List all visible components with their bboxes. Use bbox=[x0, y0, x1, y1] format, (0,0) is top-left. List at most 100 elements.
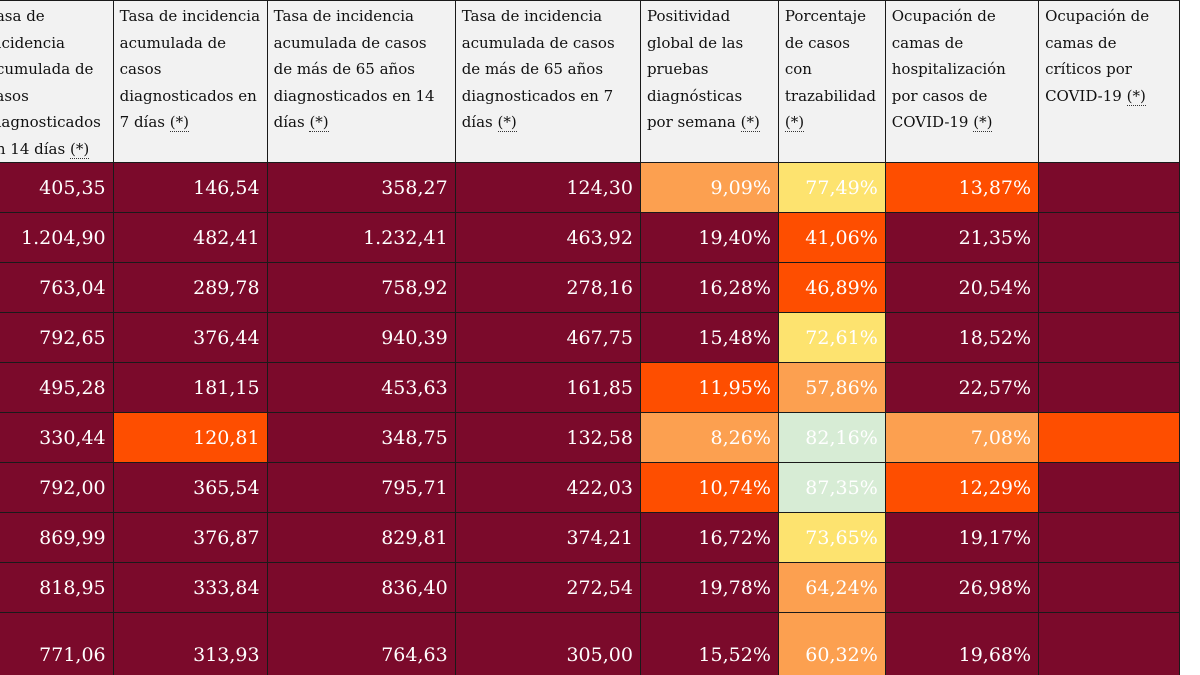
table-cell: 64,24% bbox=[777, 562, 886, 613]
table-cell: 161,85 bbox=[454, 362, 641, 413]
table-cell: 16,28% bbox=[639, 262, 779, 313]
table-cell: 467,75 bbox=[454, 312, 641, 363]
table-cell: 82,16% bbox=[777, 412, 886, 463]
note-marker[interactable]: (*) bbox=[784, 113, 805, 132]
col-header-ia7: Tasa de incidencia acumulada de casos di… bbox=[112, 0, 268, 163]
table-cell bbox=[1038, 612, 1180, 675]
note-marker[interactable]: (*) bbox=[973, 113, 993, 132]
col-header-label: Tasa de incidencia acumulada de casos di… bbox=[119, 7, 261, 131]
table-cell: 1.204,90 bbox=[0, 212, 114, 263]
header-row: Tasa de incidencia acumulada de casos di… bbox=[0, 0, 1180, 163]
table-cell: 10,74% bbox=[639, 462, 779, 513]
table-cell: 46,89% bbox=[777, 262, 886, 313]
col-header-ia14: Tasa de incidencia acumulada de casos di… bbox=[0, 0, 114, 163]
col-header-label: Tasa de incidencia acumulada de casos de… bbox=[461, 7, 615, 131]
table-cell: 829,81 bbox=[266, 512, 456, 563]
table-cell bbox=[1038, 162, 1180, 213]
col-header-trazabilidad: Porcentaje de casos con trazabilidad (*) bbox=[777, 0, 886, 163]
table-cell: 20,54% bbox=[884, 262, 1040, 313]
table-cell: 278,16 bbox=[454, 262, 641, 313]
table-cell: 16,72% bbox=[639, 512, 779, 563]
table-cell: 8,26% bbox=[639, 412, 779, 463]
note-marker[interactable]: (*) bbox=[497, 113, 517, 132]
col-header-ocupacion-hosp: Ocupación de camas de hospitalización po… bbox=[884, 0, 1040, 163]
table-cell: 763,04 bbox=[0, 262, 114, 313]
table-cell bbox=[1038, 362, 1180, 413]
table-row: 763,04 289,78 758,92 278,16 16,28% 46,89% 20,5… bbox=[0, 262, 1180, 313]
col-header-label: Ocupación de camas de críticos por COVID… bbox=[1045, 7, 1150, 105]
table-cell: 41,06% bbox=[777, 212, 886, 263]
table-cell: 365,54 bbox=[112, 462, 268, 513]
table-row: 495,28 181,15 453,63 161,85 11,95% 57,86% 22,5… bbox=[0, 362, 1180, 413]
table-cell: 19,68% bbox=[884, 612, 1040, 675]
table-row: 792,65 376,44 940,39 467,75 15,48% 72,61% 18,5… bbox=[0, 312, 1180, 363]
table-cell: 22,57% bbox=[884, 362, 1040, 413]
table-cell: 12,29% bbox=[884, 462, 1040, 513]
table-cell: 482,41 bbox=[112, 212, 268, 263]
table-cell: 11,95% bbox=[639, 362, 779, 413]
table-cell: 305,00 bbox=[454, 612, 641, 675]
table-cell: 181,15 bbox=[112, 362, 268, 413]
col-header-positividad: Positividad global de las pruebas diagnó… bbox=[639, 0, 779, 163]
table-row: 330,44 120,81 348,75 132,58 8,26% 82,16% 7,08% bbox=[0, 412, 1180, 463]
table-cell: 87,35% bbox=[777, 462, 886, 513]
table-cell: 21,35% bbox=[884, 212, 1040, 263]
col-header-ia14-65: Tasa de incidencia acumulada de casos de… bbox=[266, 0, 456, 163]
table-cell: 18,52% bbox=[884, 312, 1040, 363]
col-header-label: Tasa de incidencia acumulada de casos di… bbox=[0, 7, 101, 158]
table-cell: 9,09% bbox=[639, 162, 779, 213]
table-row: 818,95 333,84 836,40 272,54 19,78% 64,24% 26,9… bbox=[0, 562, 1180, 613]
table-cell: 376,44 bbox=[112, 312, 268, 363]
table-cell: 818,95 bbox=[0, 562, 114, 613]
table-row: 1.204,90 482,41 1.232,41 463,92 19,40% 41,06%… bbox=[0, 212, 1180, 263]
table-cell: 453,63 bbox=[266, 362, 456, 413]
table-cell bbox=[1038, 212, 1180, 263]
table-cell bbox=[1038, 312, 1180, 363]
table-cell: 26,98% bbox=[884, 562, 1040, 613]
table-row: 869,99 376,87 829,81 374,21 16,72% 73,65% 19,1… bbox=[0, 512, 1180, 563]
table-cell: 15,48% bbox=[639, 312, 779, 363]
table-cell: 77,49% bbox=[777, 162, 886, 213]
table-cell: 19,78% bbox=[639, 562, 779, 613]
table-cell: 57,86% bbox=[777, 362, 886, 413]
table-cell: 792,65 bbox=[0, 312, 114, 363]
table-cell bbox=[1038, 412, 1180, 463]
table-cell: 289,78 bbox=[112, 262, 268, 313]
table-cell: 1.232,41 bbox=[266, 212, 456, 263]
note-marker[interactable]: (*) bbox=[169, 113, 189, 132]
note-marker[interactable]: (*) bbox=[740, 113, 760, 132]
table-cell: 792,00 bbox=[0, 462, 114, 513]
table-cell: 60,32% bbox=[777, 612, 886, 675]
table-cell: 495,28 bbox=[0, 362, 114, 413]
table-cell: 146,54 bbox=[112, 162, 268, 213]
table-cell: 463,92 bbox=[454, 212, 641, 263]
table-cell bbox=[1038, 562, 1180, 613]
col-header-label: Ocupación de camas de hospitalización po… bbox=[891, 7, 1006, 131]
table-cell: 836,40 bbox=[266, 562, 456, 613]
col-header-label: Positividad global de las pruebas diagnó… bbox=[646, 7, 744, 131]
table-cell: 405,35 bbox=[0, 162, 114, 213]
note-marker[interactable]: (*) bbox=[309, 113, 329, 132]
table-cell: 940,39 bbox=[266, 312, 456, 363]
table-cell: 376,87 bbox=[112, 512, 268, 563]
table-cell: 330,44 bbox=[0, 412, 114, 463]
table-cell: 313,93 bbox=[112, 612, 268, 675]
table-cell bbox=[1038, 512, 1180, 563]
table-cell bbox=[1038, 462, 1180, 513]
table-cell: 124,30 bbox=[454, 162, 641, 213]
col-header-label: Tasa de incidencia acumulada de casos de… bbox=[273, 7, 435, 131]
note-marker[interactable]: (*) bbox=[69, 139, 90, 159]
note-marker[interactable]: (*) bbox=[1126, 86, 1146, 106]
table-cell: 15,52% bbox=[639, 612, 779, 675]
col-header-ocupacion-criticos: Ocupación de camas de críticos por COVID… bbox=[1038, 0, 1180, 163]
table-row: 405,35 146,54 358,27 124,30 9,09% 77,49% 13,87… bbox=[0, 162, 1180, 213]
table-cell: 374,21 bbox=[454, 512, 641, 563]
table-cell: 764,63 bbox=[266, 612, 456, 675]
table-cell: 132,58 bbox=[454, 412, 641, 463]
col-header-label: Porcentaje de casos con trazabilidad bbox=[784, 7, 877, 105]
table-body: 405,35 146,54 358,27 124,30 9,09% 77,49% 13,87… bbox=[0, 162, 1180, 675]
table-cell: 348,75 bbox=[266, 412, 456, 463]
table-cell: 869,99 bbox=[0, 512, 114, 563]
